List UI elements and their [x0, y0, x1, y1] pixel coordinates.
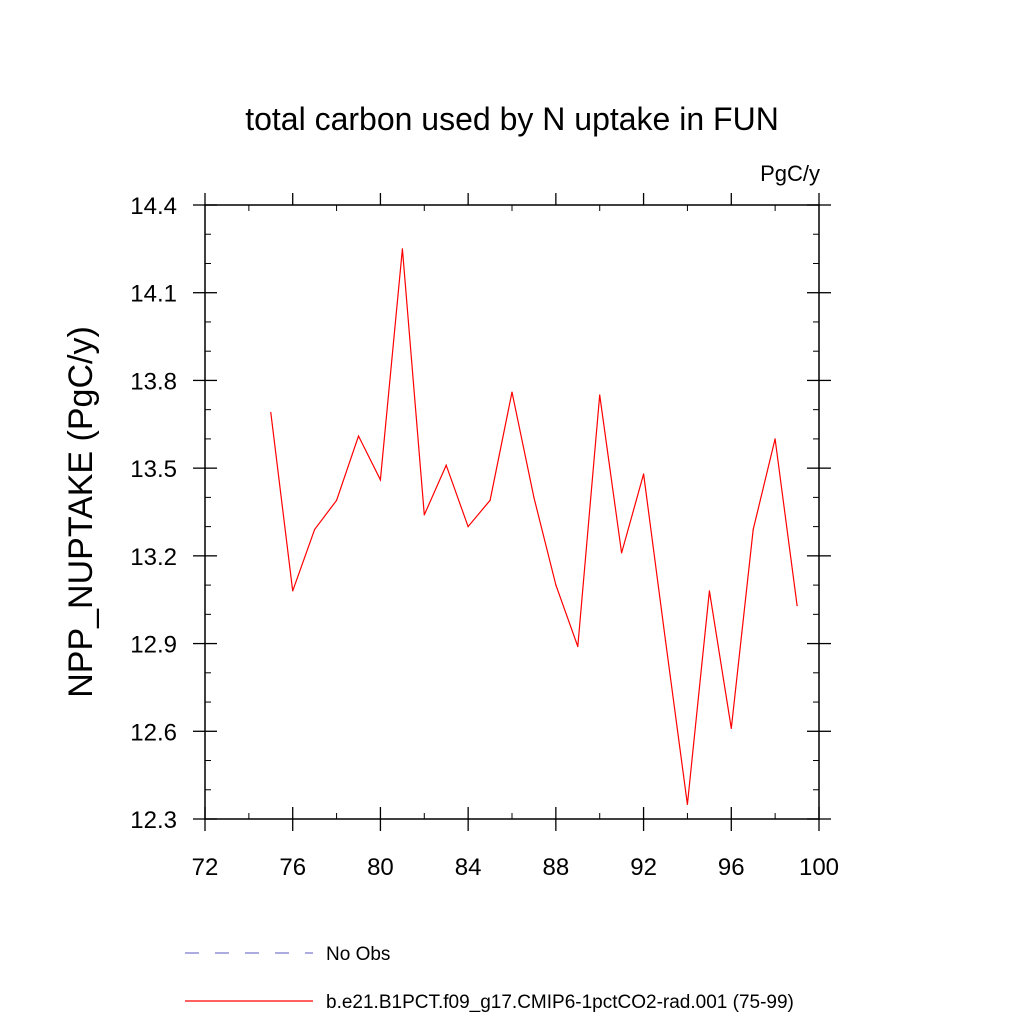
x-tick-label: 96: [718, 854, 745, 881]
x-tick-label: 76: [279, 854, 306, 881]
data-point: [577, 645, 579, 648]
data-point: [533, 496, 535, 498]
x-tick-label: 80: [367, 854, 394, 881]
chart-title: total carbon used by N uptake in FUN: [245, 101, 779, 137]
units-label: PgC/y: [760, 161, 820, 186]
y-tick-label: 12.6: [130, 719, 177, 746]
x-tick-label: 88: [543, 854, 570, 881]
data-point: [423, 514, 425, 516]
legend-label: b.e21.B1PCT.f09_g17.CMIP6-1pctCO2-rad.00…: [326, 992, 794, 1013]
data-point: [796, 605, 798, 607]
data-point: [555, 584, 557, 586]
legend-label: No Obs: [326, 944, 390, 965]
data-point: [292, 590, 294, 592]
y-tick-label: 12.9: [130, 632, 177, 659]
data-point: [599, 394, 601, 396]
legend: No Obs b.e21.B1PCT.f09_g17.CMIP6-1pctCO2-…: [185, 944, 794, 1013]
x-tick-label: 100: [799, 854, 839, 881]
data-point: [686, 803, 689, 806]
data-point: [270, 412, 272, 414]
x-tick-label: 72: [192, 854, 219, 881]
data-point: [708, 590, 711, 592]
axis-ticks: 72 76 80 84 88 92 96 100 12.3 12.6 12.9 13.2 13.5 13.…: [130, 193, 839, 881]
data-point: [336, 499, 338, 501]
plot-frame: [204, 204, 820, 820]
series-line: [270, 248, 798, 805]
x-tick-label: 84: [455, 854, 482, 881]
data-point: [314, 528, 316, 531]
data-point: [621, 552, 623, 554]
y-tick-label: 14.4: [130, 193, 177, 220]
y-tick-label: 14.1: [130, 281, 177, 308]
data-point: [379, 479, 381, 481]
y-tick-label: 13.8: [130, 368, 177, 395]
data-point: [774, 438, 776, 440]
x-tick-label: 92: [630, 854, 657, 881]
y-tick-label: 13.5: [130, 456, 177, 483]
series-layer: [270, 248, 798, 806]
data-point: [445, 464, 447, 466]
y-tick-label: 13.2: [130, 544, 177, 571]
data-point: [511, 391, 513, 393]
data-point: [664, 640, 667, 642]
y-axis-title: NPP_NUPTAKE (PgC/y): [62, 326, 100, 698]
data-point: [357, 435, 360, 437]
data-point: [730, 727, 732, 730]
data-point: [643, 473, 645, 475]
data-point: [401, 248, 403, 250]
data-point: [467, 526, 469, 528]
data-point: [752, 528, 754, 531]
y-tick-label: 12.3: [130, 807, 177, 834]
data-point: [489, 499, 491, 501]
